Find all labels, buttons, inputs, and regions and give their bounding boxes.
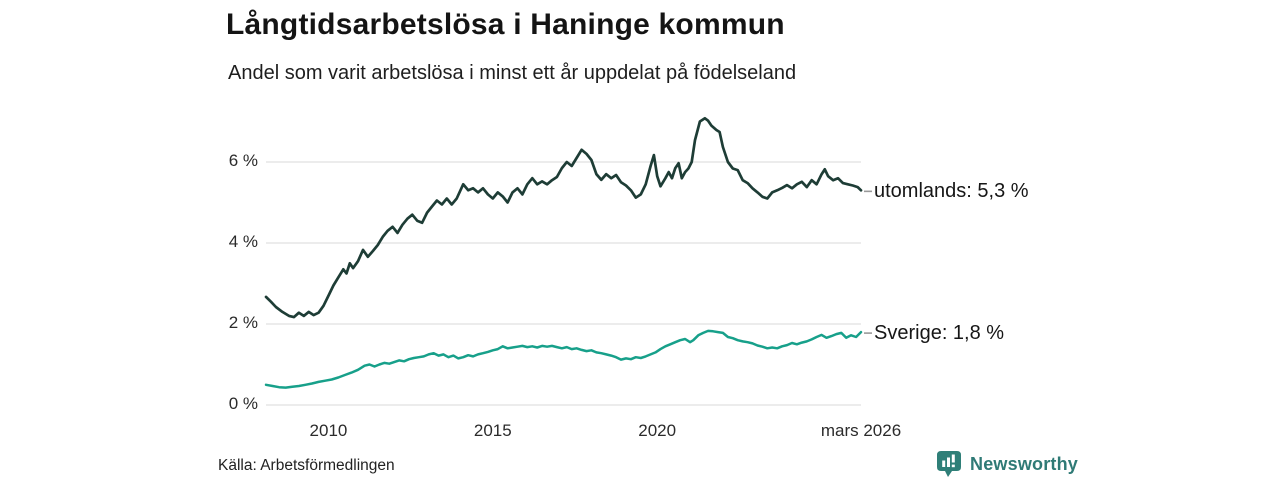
y-axis-tick-label: 0 %	[228, 394, 258, 413]
series-line-utomlands	[264, 116, 863, 319]
series-line-Sverige	[264, 329, 863, 389]
source-note: Källa: Arbetsförmedlingen	[218, 457, 395, 474]
newsworthy-logo-icon	[937, 451, 961, 477]
x-axis-tick-label: 2015	[473, 421, 512, 440]
y-axis-tick-label: 4 %	[228, 232, 258, 251]
x-axis-tick-label: mars 2026	[820, 421, 902, 440]
branding: Newsworthy	[936, 450, 1078, 478]
series-label-utomlands: utomlands: 5,3 %	[874, 180, 1029, 203]
page-title: Långtidsarbetslösa i Haninge kommun	[226, 8, 785, 41]
x-axis-tick-label: 2020	[638, 421, 677, 440]
series-label-sverige: Sverige: 1,8 %	[874, 322, 1005, 345]
y-axis-tick-label: 6 %	[228, 151, 258, 170]
x-axis-tick-label: 2010	[309, 421, 348, 440]
branding-label: Newsworthy	[970, 453, 1079, 474]
page-subtitle: Andel som varit arbetslösa i minst ett å…	[228, 62, 797, 84]
y-axis-tick-label: 2 %	[228, 313, 258, 332]
